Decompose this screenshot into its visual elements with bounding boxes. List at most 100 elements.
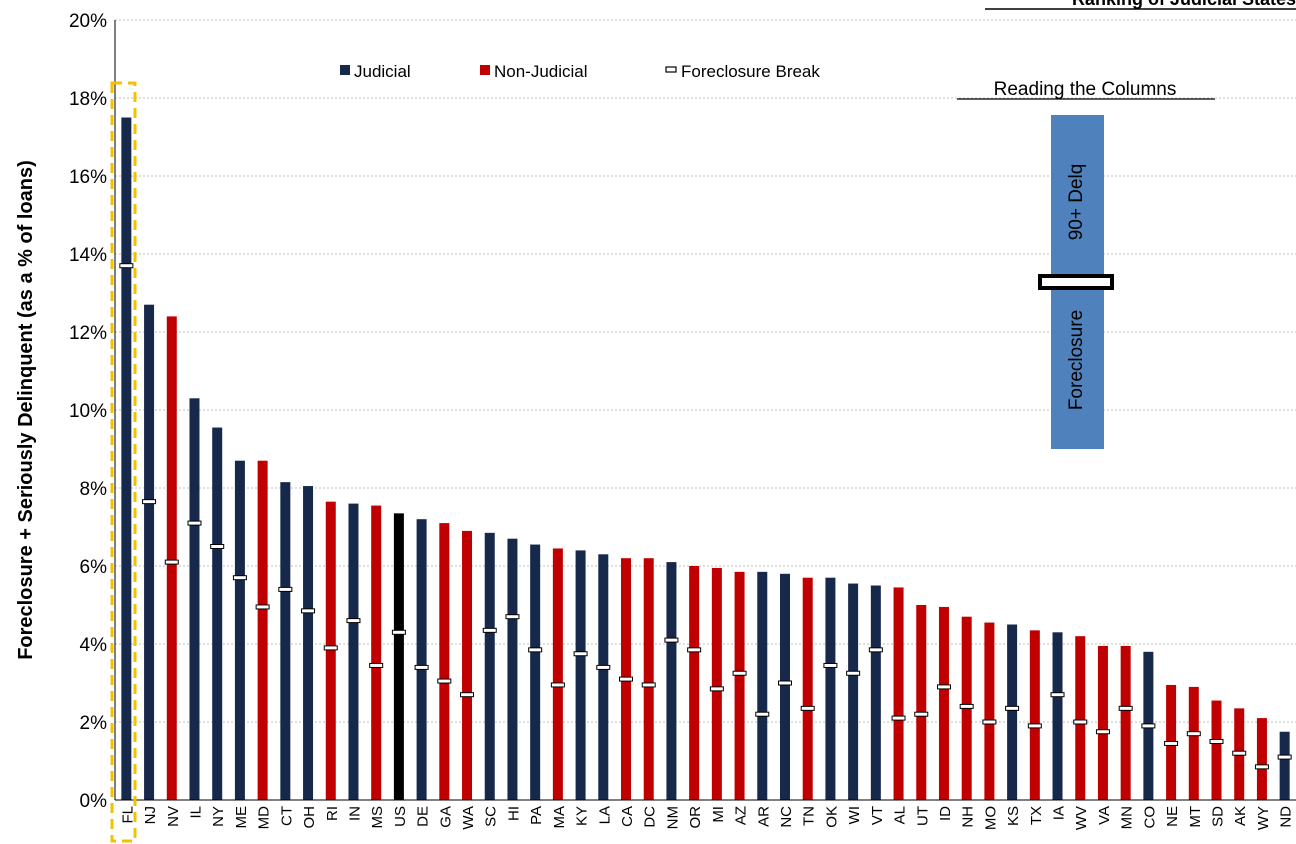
y-axis-label: Foreclosure + Seriously Delinquent (as a… xyxy=(15,160,37,660)
legend-swatch-judicial xyxy=(340,65,350,75)
bar-tn xyxy=(802,577,813,800)
category-label-id: ID xyxy=(937,806,954,821)
break-tn xyxy=(800,705,815,711)
category-label-md: MD xyxy=(256,806,273,829)
break-de xyxy=(414,664,429,670)
category-label-nd: ND xyxy=(1278,806,1295,828)
category-label-az: AZ xyxy=(733,806,750,825)
category-label-oh: OH xyxy=(301,806,318,829)
legend-label-non-judicial: Non-Judicial xyxy=(494,62,588,81)
break-co xyxy=(1141,723,1156,729)
break-va xyxy=(1095,729,1110,735)
category-label-ia: IA xyxy=(1051,806,1068,820)
break-mi xyxy=(709,686,724,692)
y-tick-label: 0% xyxy=(80,791,108,812)
category-label-wv: WV xyxy=(1073,806,1090,830)
bar-va xyxy=(1097,645,1108,800)
category-label-me: ME xyxy=(233,806,250,829)
legend-swatch-non-judicial xyxy=(480,65,490,75)
category-label-ca: CA xyxy=(619,806,636,827)
bar-ms xyxy=(371,505,382,800)
reading-guide: Reading the Columns 90+ Delq Foreclosure xyxy=(957,79,1215,449)
category-label-sd: SD xyxy=(1210,806,1227,827)
y-tick-label: 20% xyxy=(69,11,107,32)
bar-wi xyxy=(848,583,859,800)
bar-oh xyxy=(303,486,314,800)
bar-pa xyxy=(530,544,541,800)
bar-tx xyxy=(1029,630,1040,800)
bar-ny xyxy=(212,427,223,800)
bar-dc xyxy=(643,558,654,800)
reading-guide-upper-label: 90+ Delq xyxy=(1066,164,1087,241)
header-text: Ranking of Judicial States xyxy=(1072,0,1296,9)
break-wv xyxy=(1073,719,1088,725)
bar-ia xyxy=(1052,632,1063,800)
bar-me xyxy=(234,460,245,800)
category-labels: FL NJ NV IL NY ME MD CT OH RI IN MS US DE GA WA SC HI PA MA… xyxy=(119,806,1294,830)
break-ia xyxy=(1050,692,1065,698)
break-pa xyxy=(528,647,543,653)
break-ok xyxy=(823,662,838,668)
break-me xyxy=(232,575,247,581)
category-label-fl: FL xyxy=(119,806,136,824)
break-la xyxy=(596,664,611,670)
gridlines xyxy=(115,19,1296,723)
bar-nj xyxy=(144,304,155,800)
fl-highlight-box xyxy=(110,81,137,843)
break-ny xyxy=(210,544,225,549)
category-label-nc: NC xyxy=(778,806,795,828)
y-tick-label: 4% xyxy=(80,635,108,656)
bar-md xyxy=(257,460,268,800)
break-nv xyxy=(164,559,179,565)
category-label-ma: MA xyxy=(551,806,568,829)
category-label-or: OR xyxy=(687,806,704,829)
break-mn xyxy=(1118,705,1133,711)
foreclosure-breaks xyxy=(119,263,1292,770)
category-label-ar: AR xyxy=(755,806,772,827)
bar-vt xyxy=(870,585,881,800)
break-in xyxy=(346,618,361,624)
bar-mn xyxy=(1120,645,1131,800)
bar-al xyxy=(893,587,904,800)
category-label-nv: NV xyxy=(165,806,182,827)
category-label-il: IL xyxy=(187,806,204,819)
break-ma xyxy=(550,682,565,688)
bar-ks xyxy=(1007,624,1018,800)
bar-la xyxy=(598,554,609,800)
category-label-ri: RI xyxy=(324,806,341,821)
bar-nm xyxy=(666,562,677,800)
break-ct xyxy=(278,586,293,592)
bar-hi xyxy=(507,538,518,800)
category-label-ut: UT xyxy=(914,806,931,826)
y-tick-label: 14% xyxy=(69,245,107,266)
break-id xyxy=(936,684,951,690)
break-hi xyxy=(505,614,520,620)
y-tick-label: 12% xyxy=(69,323,107,344)
category-label-tx: TX xyxy=(1028,806,1045,825)
bar-ar xyxy=(757,571,768,800)
legend: Judicial Non-Judicial Foreclosure Break xyxy=(340,62,820,81)
break-nj xyxy=(142,499,157,505)
break-ar xyxy=(755,711,770,717)
category-label-ok: OK xyxy=(823,806,840,828)
reading-guide-title: Reading the Columns xyxy=(994,79,1177,100)
break-ri xyxy=(323,645,338,651)
bar-mi xyxy=(711,567,722,800)
category-label-al: AL xyxy=(892,806,909,824)
category-label-ms: MS xyxy=(369,806,386,829)
break-ne xyxy=(1164,740,1179,746)
category-label-wy: WY xyxy=(1255,806,1272,830)
category-label-la: LA xyxy=(596,806,613,824)
break-al xyxy=(891,715,906,721)
bar-sc xyxy=(484,532,495,800)
break-ak xyxy=(1232,750,1247,756)
category-label-us: US xyxy=(392,806,409,827)
break-wa xyxy=(460,692,475,698)
bar-ok xyxy=(825,577,836,800)
category-label-ak: AK xyxy=(1232,806,1249,826)
break-fl xyxy=(119,263,134,269)
bar-il xyxy=(189,398,200,800)
category-label-va: VA xyxy=(1096,806,1113,825)
category-label-pa: PA xyxy=(528,806,545,825)
